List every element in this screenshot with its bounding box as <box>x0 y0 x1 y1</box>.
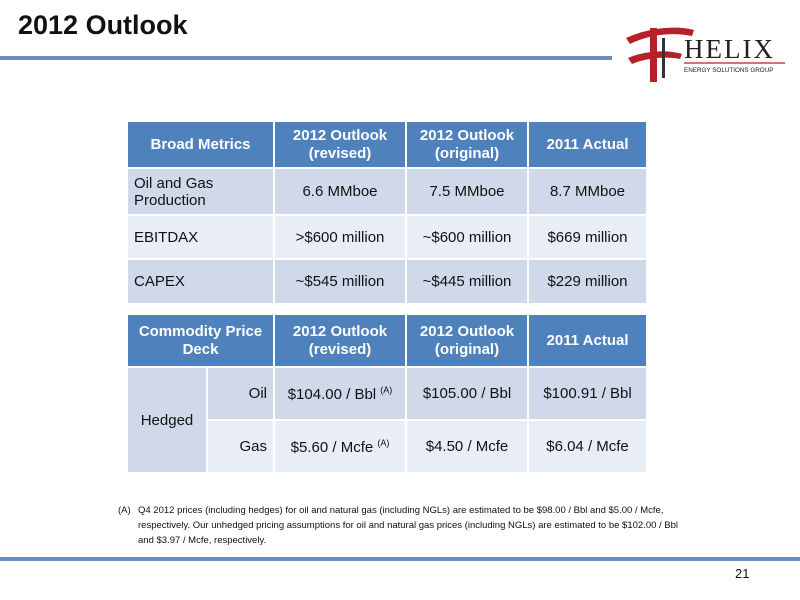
cell-revised: >$600 million <box>273 214 407 260</box>
cell-original: $4.50 / Mcfe <box>405 419 530 474</box>
header-outlook-revised: 2012 Outlook (revised) <box>273 120 407 169</box>
group-label-hedged: Hedged <box>126 366 208 474</box>
row-label: CAPEX <box>126 258 275 305</box>
logo-tagline: ENERGY SOLUTIONS GROUP <box>684 67 773 74</box>
broad-metrics-table: Broad Metrics 2012 Outlook (revised) 201… <box>126 120 648 305</box>
header-2011-actual: 2011 Actual <box>527 120 648 169</box>
footnote-ref: (A) <box>380 384 393 395</box>
title-divider <box>0 56 612 60</box>
cell-revised: $5.60 / Mcfe (A) <box>273 419 408 474</box>
footer-divider <box>0 557 800 561</box>
table-row: Oil and Gas Production 6.6 MMboe 7.5 MMb… <box>126 167 648 216</box>
table-row: Hedged Oil $104.00 / Bbl (A) $105.00 / B… <box>126 366 649 474</box>
helix-logo: HELIX ENERGY SOLUTIONS GROUP <box>626 27 785 82</box>
cell-actual: 8.7 MMboe <box>527 167 648 216</box>
row-label: EBITDAX <box>126 214 275 260</box>
header-2011-actual: 2011 Actual <box>527 313 649 368</box>
cell-revised-value: $5.60 / Mcfe <box>290 438 374 456</box>
row-label: Oil <box>205 366 276 421</box>
header-outlook-original: 2012 Outlook (original) <box>405 313 530 368</box>
row-label: Gas <box>205 419 276 474</box>
cell-original: $105.00 / Bbl <box>405 366 530 421</box>
cell-actual: $6.04 / Mcfe <box>527 419 649 474</box>
cell-actual: $229 million <box>527 258 648 305</box>
footnote-ref: (A) <box>377 437 390 448</box>
header-outlook-original: 2012 Outlook (original) <box>405 120 529 169</box>
page-number: 21 <box>735 566 750 581</box>
cell-revised: $104.00 / Bbl (A) <box>273 366 408 421</box>
cell-revised: ~$545 million <box>273 258 407 305</box>
cell-actual: $100.91 / Bbl <box>527 366 649 421</box>
logo-swoosh-icon <box>626 27 694 44</box>
cell-original: ~$445 million <box>405 258 529 305</box>
logo-wordmark: HELIX <box>684 34 775 64</box>
table-row: EBITDAX >$600 million ~$600 million $669… <box>126 214 648 260</box>
cell-original: 7.5 MMboe <box>405 167 529 216</box>
table-row: CAPEX ~$545 million ~$445 million $229 m… <box>126 258 648 305</box>
footnote-text: Q4 2012 prices (including hedges) for oi… <box>138 505 679 546</box>
header-broad-metrics: Broad Metrics <box>126 120 275 169</box>
footnote-mark: (A) <box>118 505 131 516</box>
cell-revised: 6.6 MMboe <box>273 167 407 216</box>
cell-revised-value: $104.00 / Bbl <box>287 385 377 403</box>
table-row: Gas $5.60 / Mcfe (A) $4.50 / Mcfe $6.04 … <box>127 419 649 474</box>
row-label: Oil and Gas Production <box>126 167 275 216</box>
cell-actual: $669 million <box>527 214 648 260</box>
cell-original: ~$600 million <box>405 214 529 260</box>
header-commodity-price-deck: Commodity Price Deck <box>125 313 276 368</box>
header-outlook-revised: 2012 Outlook (revised) <box>273 313 408 368</box>
page-title: 2012 Outlook <box>18 10 188 40</box>
commodity-price-table: Commodity Price Deck 2012 Outlook (revis… <box>125 313 649 474</box>
